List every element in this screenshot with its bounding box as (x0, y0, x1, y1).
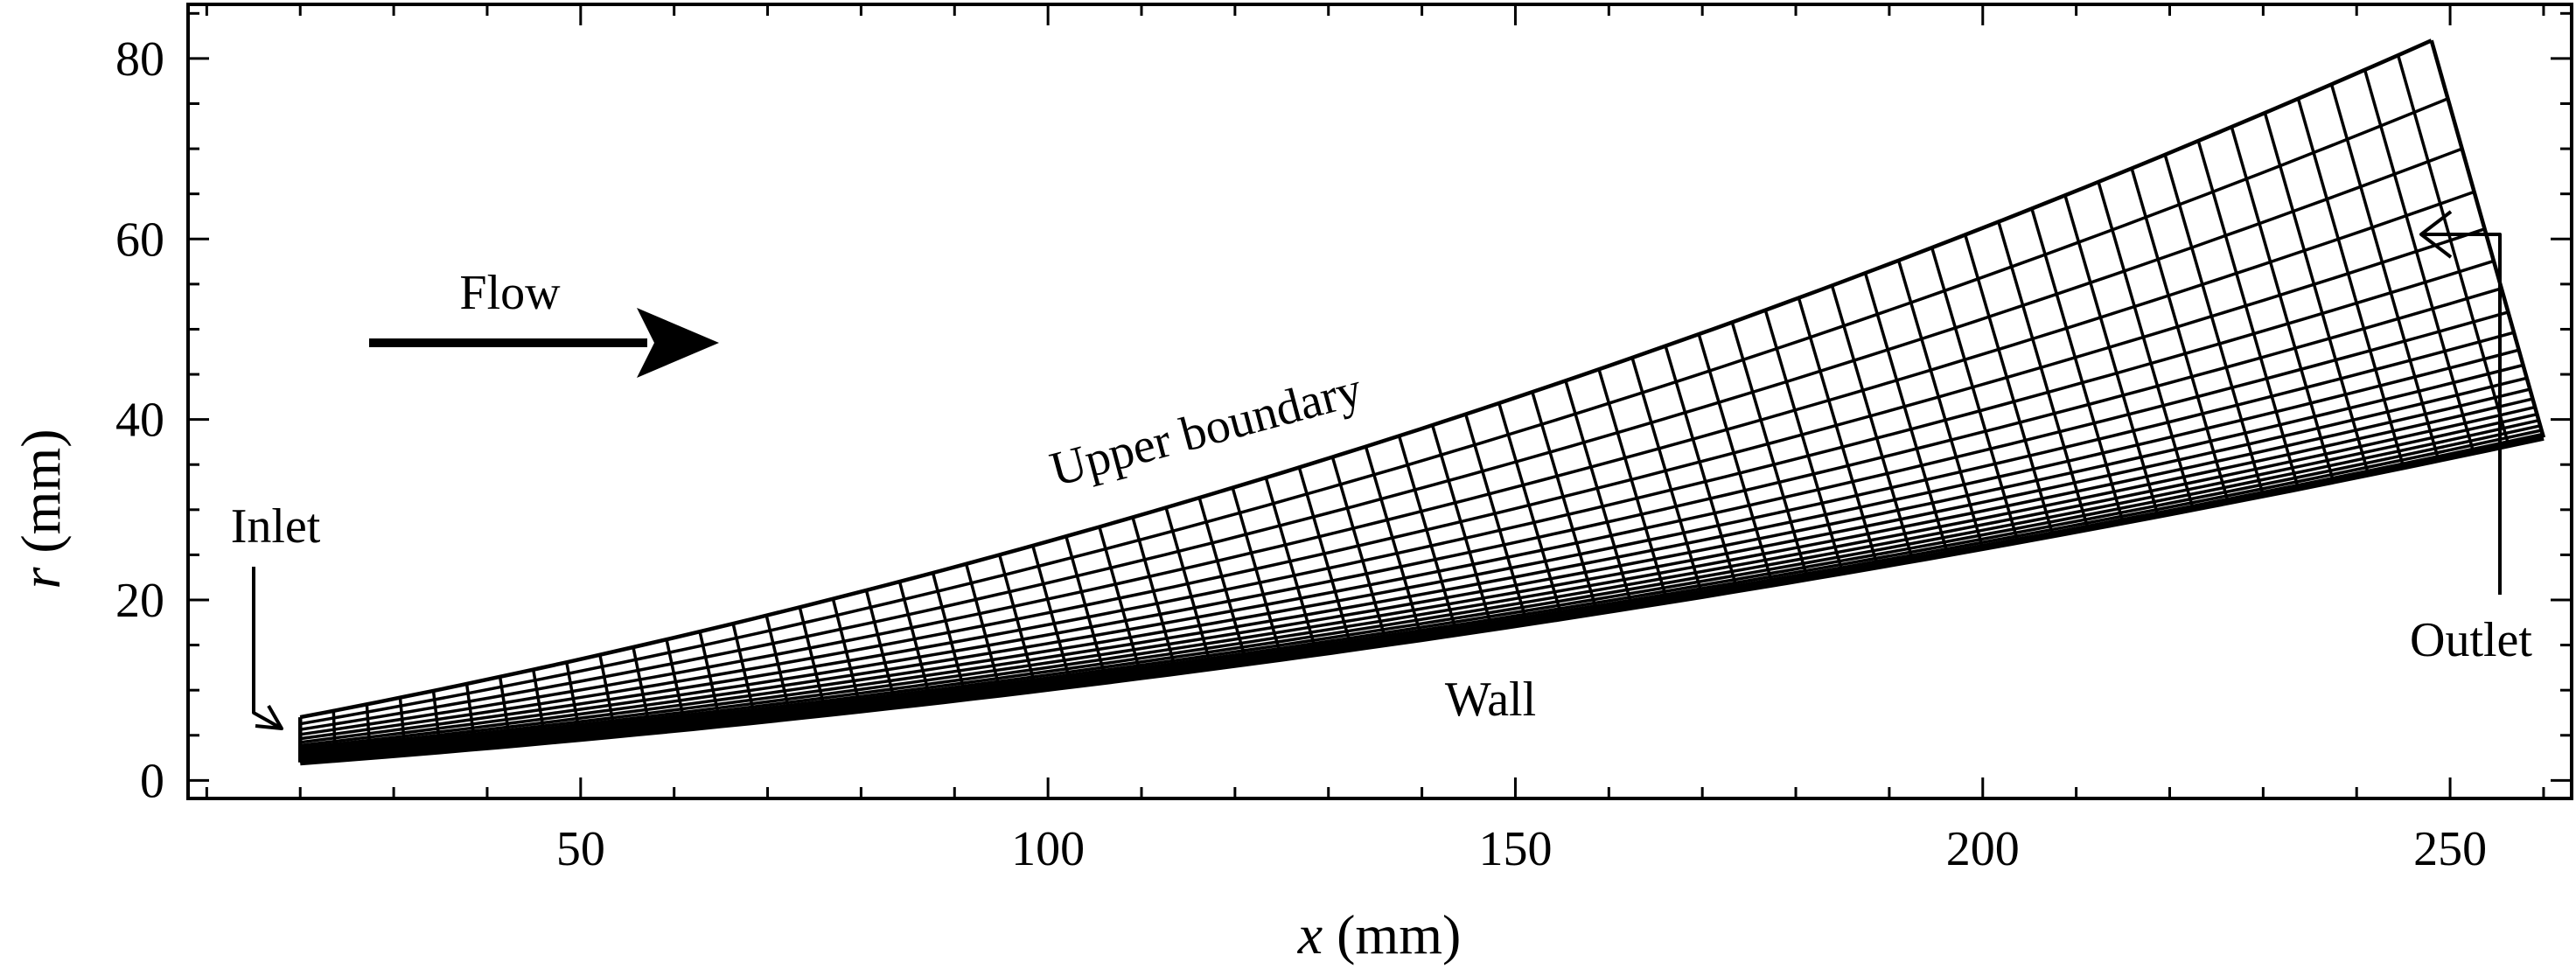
mesh-row-line (300, 397, 2533, 760)
inlet-arrow-icon (252, 567, 283, 730)
y-tick-label: 60 (115, 213, 164, 267)
mesh-column-line (1564, 380, 1634, 608)
x-tick-label: 250 (2413, 822, 2487, 876)
x-tick-label: 100 (1011, 822, 1085, 876)
mesh-column-line (1397, 435, 1459, 635)
mesh-column-line (1464, 414, 1529, 624)
mesh-column-line (1131, 517, 1178, 673)
mesh-column-line (365, 704, 373, 757)
mesh-column-line (897, 581, 933, 703)
mesh-column-line (531, 669, 548, 742)
mesh-column-line (1164, 506, 1213, 669)
mesh-column-line (2063, 194, 2160, 516)
mesh-row-line (300, 310, 2509, 750)
mesh-column-line (2363, 69, 2475, 453)
mesh-column-line (1065, 535, 1108, 682)
mesh-column-line (598, 654, 618, 736)
mesh-column-line (2296, 98, 2405, 468)
mesh-column-line (1630, 357, 1704, 596)
mesh-row-line (299, 259, 2495, 744)
mesh-column-line (398, 697, 408, 755)
mesh-column-line (998, 554, 1038, 691)
mesh-column-line (2030, 208, 2125, 523)
x-tick-label: 50 (556, 822, 605, 876)
mesh-column-line (1930, 247, 2020, 542)
upper-boundary-label: Upper boundary (1044, 362, 1367, 497)
mesh-upper-boundary-line (299, 38, 2433, 720)
mesh-column-line (2230, 126, 2335, 482)
y-tick-label: 40 (115, 394, 164, 448)
mesh-column-line (332, 710, 338, 760)
mesh-column-line (2097, 181, 2195, 510)
flow-label: Flow (459, 266, 561, 320)
mesh-column-line (2196, 140, 2300, 489)
mesh-column-line (1330, 457, 1389, 645)
flow-arrow-icon (369, 308, 719, 378)
mesh-column-line (1231, 487, 1283, 659)
mesh-column-line (2396, 54, 2510, 446)
x-tick-label: 150 (1478, 822, 1552, 876)
mesh-column-line (2130, 168, 2230, 503)
mesh-column-line (1531, 391, 1599, 613)
x-tick-label: 200 (1946, 822, 2020, 876)
mesh-column-line (731, 623, 757, 722)
mesh-row-line (300, 432, 2544, 764)
y-tick-label: 20 (115, 574, 164, 628)
mesh-column-line (1896, 260, 1985, 549)
mesh-column-line (931, 572, 968, 700)
x-axis-label: x (mm) (1297, 903, 1462, 966)
y-tick-label: 80 (115, 32, 164, 87)
mesh-column-line (1830, 285, 1915, 561)
mesh-column-line (1763, 310, 1845, 574)
mesh-column-line (1597, 368, 1669, 603)
mesh-column-line (1264, 477, 1319, 655)
mesh-column-line (1997, 221, 2090, 530)
mesh-column-line (2163, 154, 2265, 496)
axis-ticks (188, 4, 2572, 798)
wall-label: Wall (1445, 673, 1536, 727)
mesh-column-line (1797, 297, 1880, 568)
y-axis-label: r (mm) (10, 429, 72, 589)
mesh-column-line (1098, 526, 1143, 678)
mesh-column-line (2329, 83, 2440, 461)
mesh-column-line (698, 631, 723, 726)
outlet-arrow-icon (2419, 210, 2502, 595)
mesh-column-line (831, 598, 863, 711)
mesh-column-line (1364, 446, 1424, 640)
mesh-column-line (632, 646, 653, 733)
mesh-column-line (431, 690, 443, 752)
tick-labels: 50 100 150 200 250 0 20 40 60 80 (115, 32, 2487, 876)
mesh-column-line (764, 615, 792, 719)
mesh-column-line (1031, 545, 1073, 687)
mesh-column-line (1697, 333, 1775, 585)
mesh-column-line (798, 606, 828, 715)
mesh-column-line (1297, 466, 1354, 650)
mesh-column-line (1197, 497, 1248, 664)
mesh-column-line (1430, 424, 1494, 630)
mesh-column-line (565, 661, 583, 740)
plot-frame (186, 3, 2573, 800)
mesh-column-line (498, 676, 513, 746)
mesh-column-line (665, 638, 688, 729)
mesh-column-line (964, 563, 1003, 695)
mesh-column-line (1664, 345, 1739, 591)
mesh-column-line (1497, 402, 1564, 619)
y-tick-label: 0 (140, 754, 164, 808)
mesh-column-line (1730, 321, 1810, 579)
mesh-column-line (1863, 272, 1950, 555)
computational-mesh (297, 38, 2546, 766)
mesh-column-line (1964, 234, 2055, 536)
mesh-column-line (464, 683, 478, 749)
mesh-column-line (2263, 112, 2370, 475)
mesh-outlet-line (2429, 39, 2546, 438)
mesh-column-line (864, 589, 898, 708)
inlet-label: Inlet (231, 499, 321, 554)
mesh-row-line (300, 376, 2528, 757)
outlet-label: Outlet (2410, 613, 2532, 667)
mesh-row-line (299, 190, 2475, 736)
